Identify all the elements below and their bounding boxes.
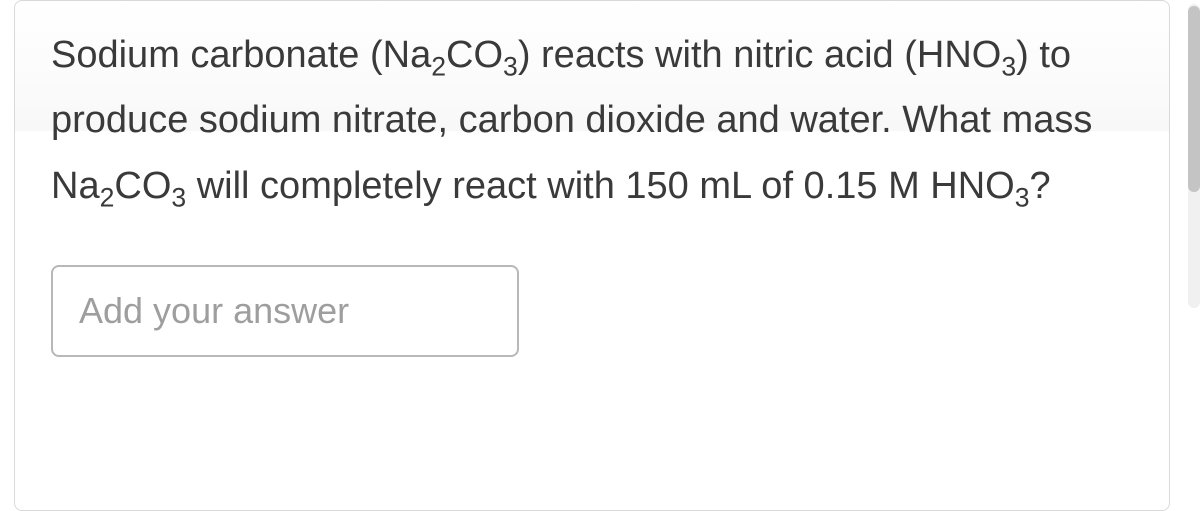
answer-placeholder: Add your answer	[79, 290, 349, 332]
answer-input[interactable]: Add your answer	[51, 265, 519, 357]
question-text: Sodium carbonate (Na2CO3) reacts with ni…	[51, 23, 1133, 219]
question-card: Sodium carbonate (Na2CO3) reacts with ni…	[14, 0, 1170, 511]
scrollbar-thumb[interactable]	[1188, 6, 1200, 192]
